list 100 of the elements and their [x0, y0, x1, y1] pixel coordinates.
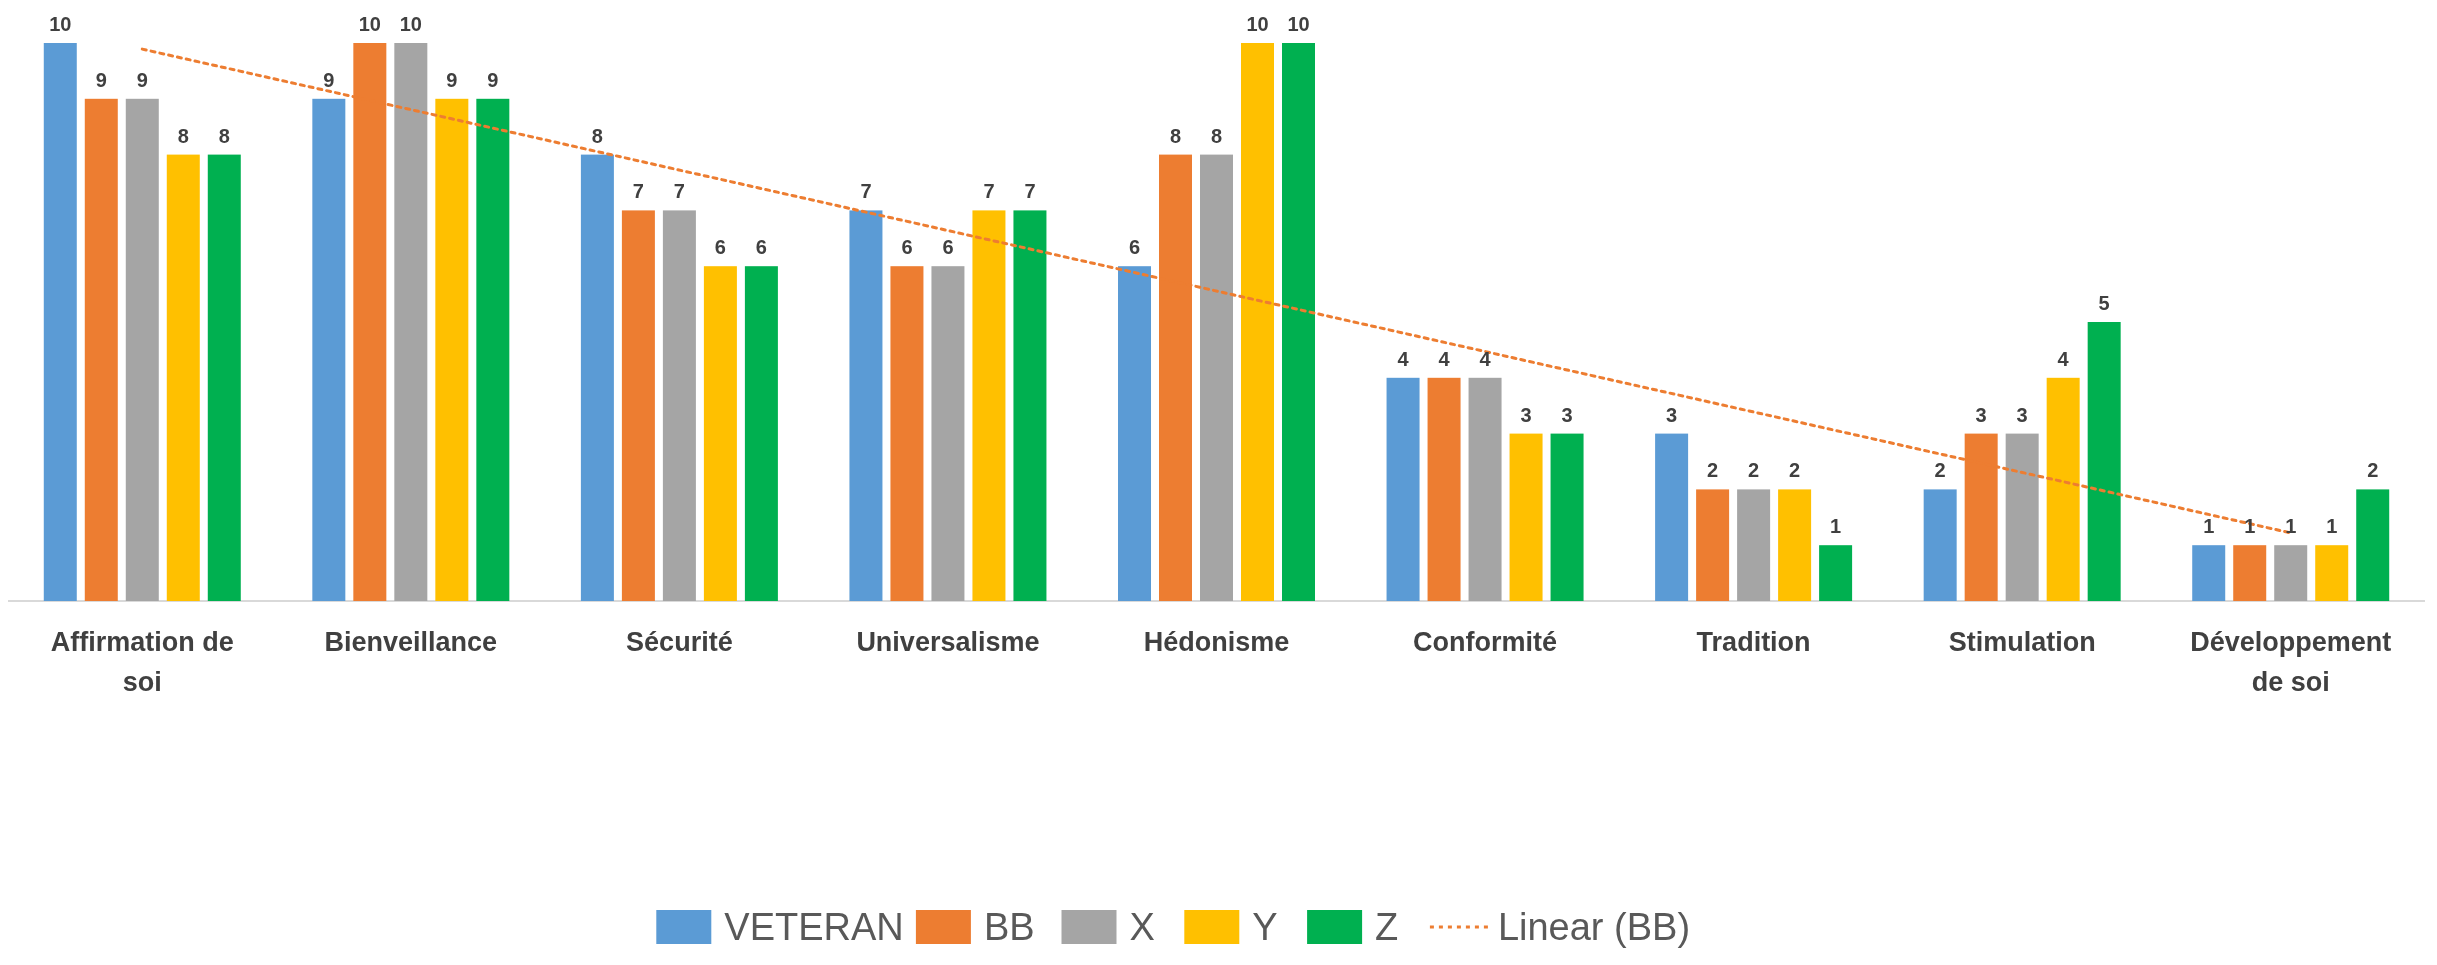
data-label: 8: [1169, 124, 1182, 147]
data-label: 9: [323, 68, 335, 91]
data-label: 3: [1975, 403, 1987, 426]
data-label: 10: [1246, 13, 1269, 35]
bar: [207, 154, 241, 601]
data-label: 7: [673, 180, 685, 203]
data-label: 7: [860, 180, 872, 203]
data-label: 7: [632, 180, 644, 203]
data-label: 2: [1748, 459, 1760, 482]
bar: [1013, 210, 1047, 601]
data-label: 8: [591, 124, 603, 147]
legend-label: Y: [1252, 906, 1278, 948]
data-label: 9: [136, 68, 148, 91]
data-label: 4: [1479, 347, 1492, 370]
bar: [476, 98, 510, 601]
data-label: 8: [1210, 124, 1223, 147]
bar: [1118, 266, 1151, 601]
x-tick-label: Stimulation: [1948, 627, 2096, 657]
data-label: 1: [2326, 515, 2338, 538]
bar: [312, 98, 346, 601]
bar: [1778, 489, 1812, 601]
x-tick-label: Hédonisme: [1143, 627, 1290, 657]
data-label: 7: [1024, 180, 1036, 203]
data-label: 9: [446, 68, 458, 91]
bar: [744, 266, 778, 601]
bar: [2233, 545, 2267, 601]
bar: [1655, 433, 1689, 601]
bar: [166, 154, 200, 601]
data-label: 9: [487, 68, 499, 91]
bar: [1509, 433, 1543, 601]
data-label: 6: [1128, 236, 1141, 259]
bar: [394, 43, 428, 601]
bar: [849, 210, 883, 601]
data-label: 9: [95, 68, 107, 91]
x-tick-label: Tradition: [1696, 627, 1811, 657]
bar: [890, 266, 924, 601]
data-label: 3: [1561, 403, 1573, 426]
data-label: 2: [1934, 459, 1946, 482]
data-label: 4: [1438, 347, 1451, 370]
data-label: 2: [1789, 459, 1801, 482]
bar: [1819, 545, 1853, 601]
bar: [2274, 545, 2308, 601]
bar: [1550, 433, 1584, 601]
x-tick-label: Développement de soi: [2190, 627, 2392, 697]
bar: [1200, 154, 1233, 601]
x-tick-label: Sécurité: [626, 627, 733, 657]
bar: [43, 43, 77, 601]
data-label: 6: [755, 236, 767, 259]
bar: [2315, 545, 2349, 601]
bar: [1923, 489, 1957, 601]
bar: [1386, 377, 1420, 601]
bar: [703, 266, 737, 601]
bar: [662, 210, 696, 601]
bar: [931, 266, 965, 601]
bar: [1737, 489, 1771, 601]
data-label: 6: [714, 236, 726, 259]
bar: [2356, 489, 2390, 601]
bar: [1282, 43, 1315, 601]
x-tick-label: Universalisme: [856, 627, 1040, 657]
bar: [2005, 433, 2039, 601]
data-label: 7: [983, 180, 995, 203]
legend-label: Z: [1375, 906, 1399, 948]
bar: [1468, 377, 1502, 601]
data-label: 1: [1830, 515, 1842, 538]
data-label: 4: [2057, 347, 2070, 370]
legend-label: Linear (BB): [1497, 906, 1691, 948]
data-label: 3: [2016, 403, 2028, 426]
bar: [1696, 489, 1730, 601]
bar: [1427, 377, 1461, 601]
bar: [1241, 43, 1274, 601]
data-label: 1: [2285, 515, 2297, 538]
data-label: 3: [1666, 403, 1678, 426]
bar: [2192, 545, 2226, 601]
bar: [125, 98, 159, 601]
bar: [84, 98, 118, 601]
legend-label: X: [1129, 906, 1155, 948]
data-label: 2: [2367, 459, 2379, 482]
data-label: 10: [49, 13, 72, 35]
bar: [2087, 322, 2121, 601]
data-label: 10: [399, 13, 422, 35]
data-label: 10: [1287, 13, 1310, 35]
x-tick-label: Bienveillance: [324, 627, 498, 657]
legend-label: VETERAN: [724, 906, 904, 948]
bar: [2046, 377, 2080, 601]
x-tick-label: Affirmation de soi: [50, 627, 234, 697]
bar: [972, 210, 1006, 601]
data-label: 6: [901, 236, 913, 259]
data-label: 2: [1707, 459, 1719, 482]
data-label: 8: [218, 124, 230, 147]
data-label: 8: [177, 124, 189, 147]
data-label: 10: [358, 13, 381, 35]
bar: [435, 98, 469, 601]
x-tick-label: Conformité: [1413, 627, 1558, 657]
data-label: 3: [1520, 403, 1532, 426]
data-label: 6: [942, 236, 954, 259]
bar: [580, 154, 614, 601]
bar: [621, 210, 655, 601]
legend-label: BB: [983, 906, 1035, 948]
data-label: 1: [2203, 515, 2215, 538]
data-label: 4: [1397, 347, 1410, 370]
